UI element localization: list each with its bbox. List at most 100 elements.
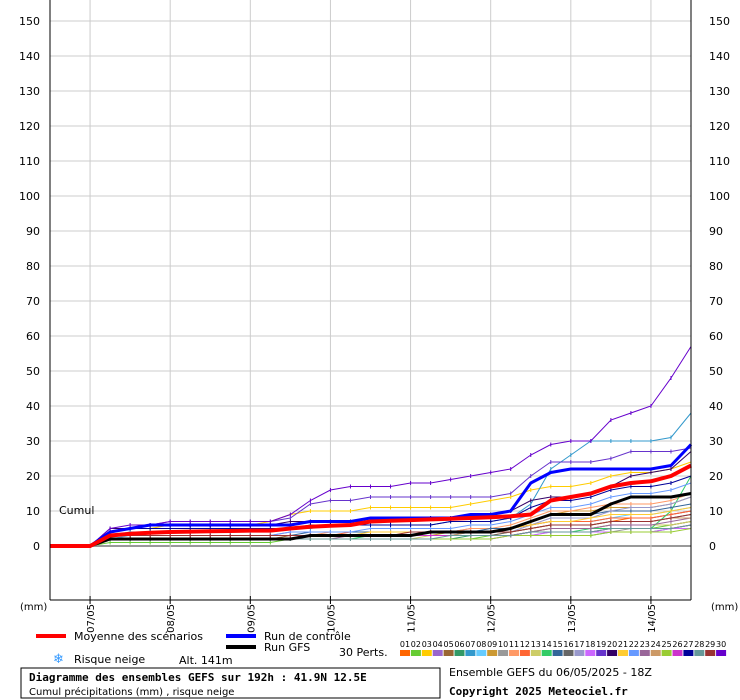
y-tick-label-left: 20 [26, 470, 40, 483]
legend-label-gfs: Run GFS [264, 641, 310, 654]
y-axis-left: 0 10 20 30 40 50 60 70 80 90 100 110 120 130 140 150 [19, 15, 40, 553]
x-tick-label: 09/05 [246, 604, 257, 633]
pert-legend-label: 08 [476, 640, 486, 649]
y-tick-label-left: 100 [19, 190, 40, 203]
y-tick-label-right: 40 [709, 400, 723, 413]
pert-legend-label: 28 [694, 640, 704, 649]
pert-legend-swatch [618, 650, 628, 656]
pert-legend-swatch [487, 650, 498, 656]
y-tick-label-left: 10 [26, 505, 40, 518]
pert-legend-swatch [432, 650, 443, 656]
pert-legend-swatch [596, 650, 607, 656]
pert-legend-swatch [694, 650, 705, 656]
y-tick-label-left: 70 [26, 295, 40, 308]
pert-legend-label: 14 [542, 640, 552, 649]
y-tick-label-left: 150 [19, 15, 40, 28]
pert-legend-label: 07 [465, 640, 475, 649]
x-tick-label: 10/05 [326, 604, 337, 633]
y-tick-label-left: 90 [26, 225, 40, 238]
pert-legend-swatch [541, 650, 552, 656]
pert-legend-label: 13 [531, 640, 541, 649]
mean-line [50, 463, 692, 548]
y-tick-label-right: 20 [709, 470, 723, 483]
pert-legend-swatch [650, 650, 661, 656]
x-tick-label: 13/05 [567, 604, 578, 633]
y-tick-label-right: 30 [709, 435, 723, 448]
main-lines [50, 443, 693, 548]
y-tick-label-right: 60 [709, 330, 723, 343]
y-axis-right: 0 10 20 30 40 50 60 70 80 90 100 110 120 130 140 150 [709, 15, 730, 553]
pert-legend-label: 29 [705, 640, 715, 649]
pert-legend-swatch [563, 650, 574, 656]
pert-legend-swatch [400, 650, 410, 656]
control-line [50, 443, 693, 548]
pert-legend-label: 23 [640, 640, 650, 649]
pert-legend-swatch [519, 650, 530, 656]
pert-legend-swatch [465, 650, 476, 656]
pert-legend-swatch [443, 650, 454, 656]
y-tick-label-right: 140 [709, 50, 730, 63]
x-axis: 07/05 08/05 09/05 10/05 11/05 12/05 13/05 14/05 [86, 596, 658, 633]
pert-legend-label: 19 [596, 640, 606, 649]
y-tick-label-left: 50 [26, 365, 40, 378]
y-tick-label-left: 110 [19, 155, 40, 168]
pert-legend-label: 05 [444, 640, 454, 649]
footer-box [20, 667, 441, 699]
y-tick-label-left: 60 [26, 330, 40, 343]
y-tick-label-left: 120 [19, 120, 40, 133]
legend-label-control: Run de contrôle [264, 630, 351, 643]
unit-right: (mm) [711, 602, 738, 613]
pert-legend-label: 24 [651, 640, 661, 649]
pert-legend-swatch [661, 650, 672, 656]
copyright: Copyright 2025 Meteociel.fr [449, 685, 628, 698]
pert-legend-swatch [530, 650, 541, 656]
pert-legend-label: 25 [662, 640, 672, 649]
y-tick-label-right: 100 [709, 190, 730, 203]
legend-label-perts: 30 Perts. [339, 646, 388, 659]
pert-legend-swatch [421, 650, 432, 656]
pert-legend-swatch [454, 650, 465, 656]
pert-legend-swatch [476, 650, 487, 656]
pert-legend-swatch [716, 650, 727, 656]
pert-legend-swatch [683, 650, 694, 656]
pert-legend-swatch [585, 650, 596, 656]
pert-legend-label: 21 [618, 640, 628, 649]
y-tick-label-right: 150 [709, 15, 730, 28]
y-tick-label-left: 40 [26, 400, 40, 413]
altitude-label: Alt. 141m [179, 654, 233, 667]
y-tick-label-right: 10 [709, 505, 723, 518]
pert-legend-label: 01 [400, 640, 410, 649]
pert-legend-label: 02 [411, 640, 421, 649]
x-tick-label: 07/05 [86, 604, 97, 633]
x-tick-label: 11/05 [407, 604, 418, 633]
x-tick-label: 08/05 [166, 604, 177, 633]
pert-legend-swatch [574, 650, 585, 656]
pert-legend-swatch [639, 650, 650, 656]
pert-legend-swatch [509, 650, 519, 656]
y-tick-label-left: 140 [19, 50, 40, 63]
y-tick-label-right: 80 [709, 260, 723, 273]
legend-label-snow: Risque neige [74, 653, 145, 666]
gfs-line [50, 492, 692, 548]
pert-legend-label: 12 [520, 640, 530, 649]
pert-legend-swatch [552, 650, 563, 656]
pert-legend-label: 22 [629, 640, 639, 649]
pert-legend-label: 09 [487, 640, 497, 649]
y-tick-label-right: 0 [709, 540, 716, 553]
pert-legend-label: 06 [454, 640, 464, 649]
pert-legend-label: 15 [553, 640, 563, 649]
legend-label-mean: Moyenne des scénarios [74, 630, 203, 643]
pert-legend-swatch [498, 650, 509, 656]
pert-legend-label: 04 [433, 640, 443, 649]
y-tick-label-right: 110 [709, 155, 730, 168]
y-tick-label-right: 90 [709, 225, 723, 238]
pert-legend-label: 18 [585, 640, 595, 649]
pert-legend-swatch [672, 650, 683, 656]
pert-legend-label: 03 [422, 640, 432, 649]
footer-title: Diagramme des ensembles GEFS sur 192h : … [29, 671, 367, 684]
pert-legend-label: 16 [563, 640, 573, 649]
y-tick-label-right: 70 [709, 295, 723, 308]
unit-left: (mm) [20, 602, 47, 613]
y-tick-label-right: 130 [709, 85, 730, 98]
